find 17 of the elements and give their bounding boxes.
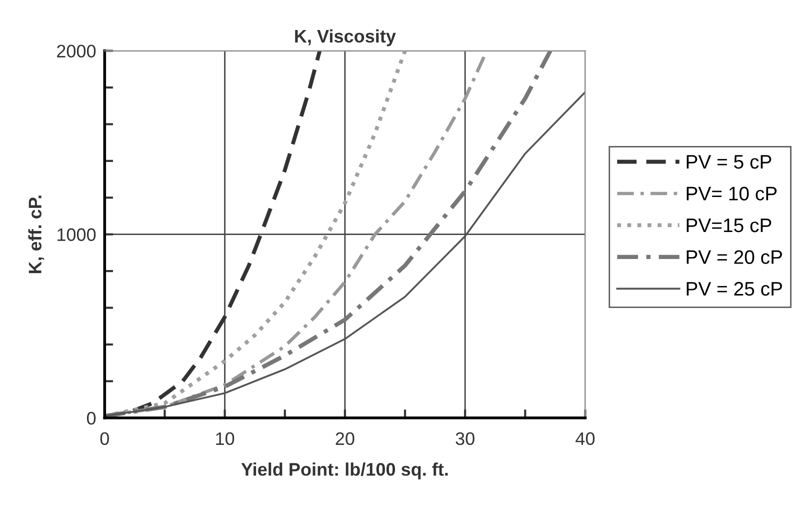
x-axis-title: Yield Point: lb/100 sq. ft. xyxy=(241,462,448,480)
legend-label: PV = 20 cP xyxy=(686,250,782,264)
legend-label: PV = 25 cP xyxy=(686,282,782,296)
y-tick-label: 0 xyxy=(86,412,96,425)
y-tick-label: 2000 xyxy=(57,44,96,58)
x-tick-label: 10 xyxy=(216,432,234,446)
x-tick-label: 0 xyxy=(100,432,109,446)
y-tick-label: 1000 xyxy=(58,228,96,242)
legend-label: PV=15 cP xyxy=(686,218,772,232)
legend-label: PV= 10 cP xyxy=(686,186,777,200)
chart-title: K, Viscosity xyxy=(295,29,396,46)
x-tick-label: 40 xyxy=(576,432,595,446)
line-series xyxy=(104,91,586,417)
x-tick-label: 20 xyxy=(336,432,354,446)
x-tick-label: 30 xyxy=(456,432,474,446)
y-axis-title: K, eff. cP. xyxy=(28,196,44,274)
legend-label: PV = 5 cP xyxy=(686,155,772,169)
